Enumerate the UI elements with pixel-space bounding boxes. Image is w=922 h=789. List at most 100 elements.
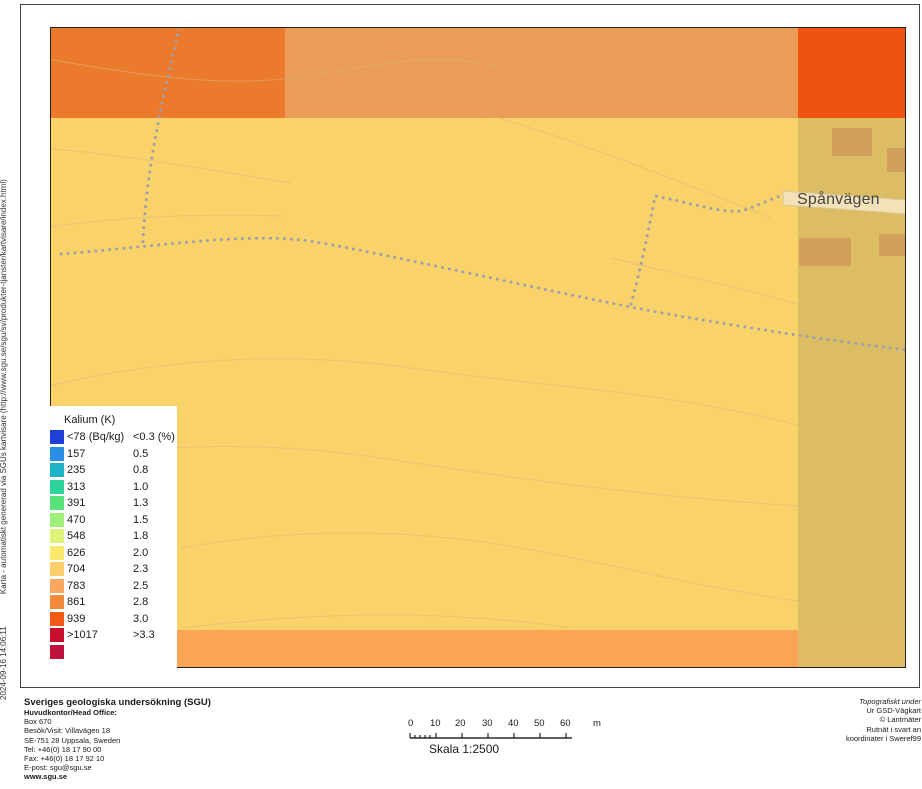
building: [832, 128, 872, 156]
contour-line: [51, 358, 812, 429]
timestamp: 2024-09-16 14:06:11: [0, 626, 8, 700]
legend-percent: 2.0: [133, 546, 149, 559]
street-label: Spånvägen: [797, 191, 880, 208]
credit-line: Rutnät i svart an: [866, 724, 921, 734]
legend: Kalium (K) <78 (Bq/kg) <0.3 (%) 157 0.5 235 0…: [46, 406, 177, 668]
scale-tick-label: 0: [408, 718, 414, 729]
scale-tick-label: 40: [508, 718, 519, 729]
map-canvas[interactable]: [50, 27, 906, 668]
scale-tick-label: 60: [560, 718, 571, 729]
legend-percent: 1.3: [133, 497, 149, 510]
legend-title: Kalium (K): [64, 414, 116, 426]
legend-value: 626: [67, 546, 86, 559]
legend-percent: 2.8: [133, 596, 149, 609]
legend-value: 391: [67, 497, 86, 510]
legend-row: 861 2.8: [50, 594, 177, 611]
generated-note: Karta - automatiskt genererad via SGUs k…: [0, 179, 8, 595]
contour-line: [51, 58, 502, 82]
kalium-cell-bottom-right: [798, 630, 905, 667]
contour-line: [180, 532, 812, 604]
credit-line: Topografiskt under: [859, 697, 921, 706]
contour-line: [51, 214, 282, 228]
legend-row: 783 2.5: [50, 578, 177, 595]
contour-line: [51, 148, 292, 184]
legend-row: 704 2.3: [50, 561, 177, 578]
kalium-cell-top-left: [51, 28, 285, 118]
map-frame: [20, 4, 920, 688]
legend-swatch: [50, 446, 64, 461]
legend-row: 470 1.5: [50, 512, 177, 529]
legend-swatch: [50, 578, 64, 593]
contour-line: [480, 112, 772, 219]
legend-value: 939: [67, 612, 86, 625]
scale-bar: 0 10 20 30 40 50 60 m Skala 1:2500: [405, 718, 625, 768]
legend-swatch: [50, 595, 64, 610]
legend-percent: 3.0: [133, 612, 149, 625]
legend-value: 783: [67, 579, 86, 592]
address-city: SE-751 28 Uppsala, Sweden: [24, 735, 121, 745]
legend-swatch: [50, 628, 64, 643]
legend-percent: <0.3 (%): [133, 431, 175, 444]
legend-row: 391 1.3: [50, 495, 177, 512]
scale-title: Skala 1:2500: [429, 742, 500, 756]
address-box: Box 670: [24, 717, 52, 727]
legend-percent: 0.8: [133, 464, 149, 477]
side-generated-text: 2024-09-16 14:06:11 Karta - automatiskt …: [0, 149, 8, 700]
scale-unit: m: [593, 718, 601, 729]
building: [887, 148, 905, 172]
legend-row: 626 2.0: [50, 545, 177, 562]
contour-line: [610, 257, 812, 309]
kalium-field-main: [51, 28, 905, 667]
legend-row: >1017 >3.3: [50, 627, 177, 644]
legend-value: 548: [67, 530, 86, 543]
legend-swatch: [50, 430, 64, 445]
footpath-east: [629, 194, 783, 306]
kalium-cell-top-middle: [285, 28, 798, 118]
legend-row: 939 3.0: [50, 611, 177, 628]
kalium-cell-top-right: [798, 28, 905, 118]
legend-percent: 1.0: [133, 480, 149, 493]
legend-row: <78 (Bq/kg) <0.3 (%): [50, 429, 177, 446]
legend-swatch: [50, 479, 64, 494]
legend-value: >1017: [67, 629, 98, 642]
legend-value: 861: [67, 596, 86, 609]
legend-percent: 2.5: [133, 579, 149, 592]
legend-value: 157: [67, 447, 86, 460]
footpath-main: [59, 236, 905, 352]
legend-swatch: [50, 611, 64, 626]
legend-row: 313 1.0: [50, 479, 177, 496]
legend-rows: <78 (Bq/kg) <0.3 (%) 157 0.5 235 0.8 313 1.0 391…: [50, 429, 177, 660]
building: [799, 238, 851, 266]
legend-percent: >3.3: [133, 629, 155, 642]
legend-percent: 0.5: [133, 447, 149, 460]
legend-value: 313: [67, 480, 86, 493]
building: [879, 234, 905, 256]
legend-row: 157 0.5: [50, 446, 177, 463]
legend-swatch: [50, 562, 64, 577]
legend-row: 235 0.8: [50, 462, 177, 479]
contour-line: [180, 614, 572, 629]
scale-tick-label: 30: [482, 718, 493, 729]
email: E-post: sgu@sgu.se: [24, 763, 92, 773]
org-name: Sveriges geologiska undersökning (SGU): [24, 697, 211, 708]
credit-line: Ur GSD-Vägkart: [866, 706, 921, 716]
head-office-label: Huvudkontor/Head Office:: [24, 708, 117, 717]
website-link[interactable]: www.sgu.se: [24, 772, 68, 782]
footpaths: [59, 28, 905, 352]
scale-tick-label: 20: [455, 718, 466, 729]
legend-swatch: [50, 529, 64, 544]
fax: Fax: +46(0) 18 17 92 10: [24, 754, 105, 764]
address-visit: Besök/Visit: Villavägen 18: [24, 726, 111, 736]
legend-value: 235: [67, 464, 86, 477]
buildings: [799, 128, 905, 266]
legend-swatch: [50, 644, 64, 659]
legend-row: [50, 644, 177, 661]
footer-address: Sveriges geologiska undersökning (SGU) H…: [24, 697, 211, 782]
legend-percent: 1.8: [133, 530, 149, 543]
credit-line: koordinater i Sweref99: [845, 733, 921, 743]
legend-swatch: [50, 545, 64, 560]
legend-percent: 1.5: [133, 513, 149, 526]
scale-ruler: [409, 733, 572, 739]
legend-swatch: [50, 463, 64, 478]
legend-row: 548 1.8: [50, 528, 177, 545]
